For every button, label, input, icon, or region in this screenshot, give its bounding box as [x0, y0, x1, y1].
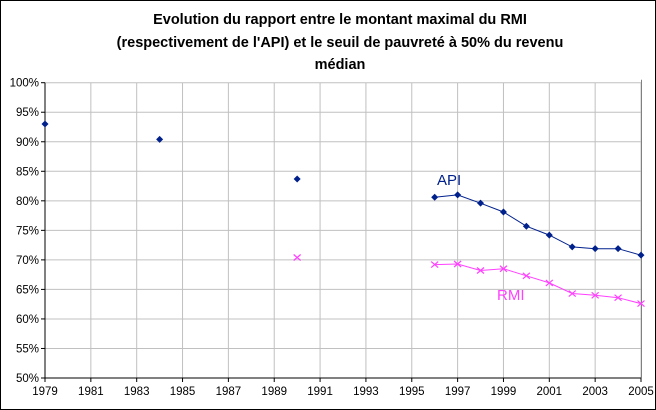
data-point-api: [545, 231, 553, 239]
data-point-rmi: [430, 261, 439, 269]
x-tick-label: 1981: [78, 386, 104, 398]
series-line-rmi: [434, 263, 642, 305]
data-point-api: [431, 193, 439, 201]
y-tick-label: 95%: [16, 107, 39, 119]
chart-title-line-3: médian: [315, 57, 366, 73]
series-label-api: API: [437, 172, 461, 189]
x-tick-label: 2001: [537, 386, 563, 398]
data-point-rmi: [591, 291, 600, 299]
data-point-rmi: [453, 260, 462, 268]
data-point-api: [41, 120, 49, 128]
data-point-api: [591, 245, 599, 253]
x-tick-label: 1987: [216, 386, 242, 398]
data-point-api: [499, 208, 507, 216]
data-point-rmi: [499, 265, 508, 273]
data-point-rmi: [522, 272, 531, 280]
data-point-api: [568, 243, 576, 251]
chart-title-line-2: (respectivement de l'API) et le seuil de…: [117, 35, 564, 51]
data-point-api: [293, 175, 301, 183]
data-point-rmi: [545, 279, 554, 287]
x-tick-label: 1979: [32, 386, 58, 398]
y-tick-label: 75%: [16, 225, 39, 237]
x-tick-label: 2003: [582, 386, 608, 398]
data-point-api: [477, 199, 485, 207]
data-point-rmi: [614, 294, 622, 302]
x-tick-label: 1993: [353, 386, 379, 398]
x-tick-label: 1985: [170, 386, 196, 398]
x-tick-label: 1991: [307, 386, 333, 398]
y-tick-label: 65%: [16, 284, 39, 296]
data-point-rmi: [293, 254, 302, 261]
series-label-rmi: RMI: [497, 287, 525, 304]
y-tick-label: 50%: [16, 373, 39, 385]
data-point-api: [637, 251, 645, 259]
x-tick-label: 1999: [491, 386, 517, 398]
x-tick-label: 1983: [124, 386, 150, 398]
x-tick-label: 1989: [261, 386, 287, 398]
y-tick-label: 100%: [10, 78, 39, 90]
data-point-api: [454, 191, 462, 199]
data-point-api: [522, 222, 530, 230]
y-tick-label: 80%: [16, 196, 39, 208]
data-point-rmi: [476, 267, 485, 274]
x-tick-label: 1995: [399, 386, 425, 398]
x-tick-label: 1997: [445, 386, 471, 398]
series-line-api: [434, 194, 642, 256]
data-point-api: [156, 135, 164, 143]
y-tick-label: 85%: [16, 166, 39, 178]
chart-title-line-1: Evolution du rapport entre le montant ma…: [153, 12, 527, 28]
y-tick-label: 60%: [16, 314, 39, 326]
y-tick-label: 55%: [16, 343, 39, 355]
x-tick-label: 2005: [628, 386, 654, 398]
y-tick-label: 90%: [16, 137, 39, 149]
y-tick-label: 70%: [16, 255, 39, 267]
data-point-api: [614, 245, 622, 253]
data-point-rmi: [568, 290, 577, 297]
data-point-rmi: [637, 300, 645, 308]
